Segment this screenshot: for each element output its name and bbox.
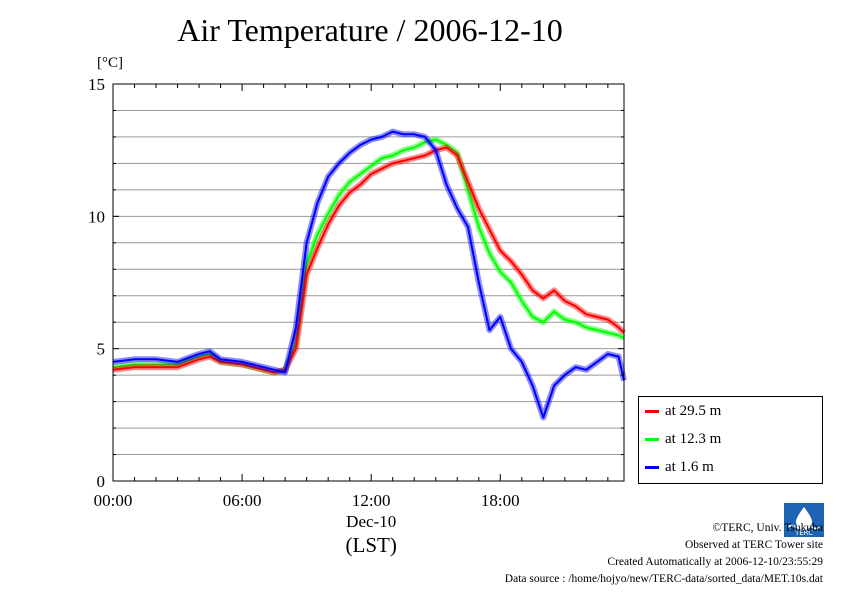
- x-tick-label: 18:00: [481, 491, 520, 510]
- series-lines: [112, 128, 627, 421]
- y-tick-label: 5: [97, 340, 106, 359]
- svg-text:TERC: TERC: [794, 529, 813, 537]
- plot-frame: [112, 83, 625, 482]
- legend-swatch-blue: [645, 465, 659, 469]
- terc-logo-icon: TERC: [784, 503, 824, 537]
- x-tick-label: 12:00: [352, 491, 391, 510]
- legend-item-1-6: at 1.6 m: [645, 457, 714, 477]
- x-ticks: 00:00 06:00 12:00 18:00: [94, 84, 609, 510]
- series-halo: [112, 144, 627, 376]
- legend-item-12-3: at 12.3 m: [645, 429, 721, 449]
- footer-created: Created Automatically at 2006-12-10/23:5…: [607, 556, 823, 568]
- legend: at 29.5 m at 12.3 m at 1.6 m: [638, 396, 823, 484]
- y-tick-label: 0: [97, 472, 106, 491]
- footer-observed: Observed at TERC Tower site: [684, 539, 823, 551]
- y-axis-unit: [°C]: [97, 55, 123, 71]
- legend-label: at 29.5 m: [665, 402, 722, 419]
- legend-item-29-5: at 29.5 m: [645, 401, 721, 421]
- grid-lines: [113, 109, 624, 456]
- series-line: [112, 130, 625, 419]
- legend-label: at 1.6 m: [665, 458, 714, 475]
- x-tick-label: 06:00: [223, 491, 262, 510]
- x-tick-label: 00:00: [94, 491, 133, 510]
- legend-swatch-red: [645, 409, 659, 413]
- series-line: [112, 146, 625, 374]
- y-tick-label: 15: [88, 75, 105, 94]
- x-axis-label: (LST): [346, 533, 397, 557]
- legend-swatch-green: [645, 437, 659, 441]
- chart-title: Air Temperature / 2006-12-10: [177, 12, 563, 48]
- y-ticks: 0 5 10 15: [88, 75, 624, 491]
- footer-source: Data source : /home/hojyo/new/TERC-data/…: [504, 573, 823, 585]
- footer-copyright: ©TERC, Univ. Tsukuba: [712, 522, 823, 534]
- y-tick-label: 10: [88, 207, 105, 226]
- date-label: Dec-10: [346, 512, 396, 531]
- legend-label: at 12.3 m: [665, 430, 722, 447]
